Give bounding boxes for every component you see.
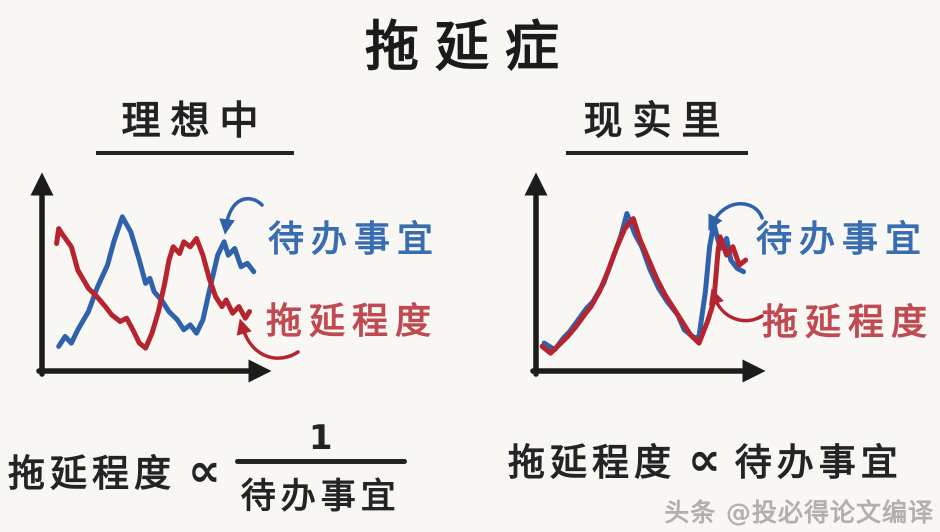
heading-reality: 现实里 — [566, 90, 748, 155]
delay-arrow-reality-icon — [709, 288, 764, 323]
formula-ideal-fraction: 1 待办事宜 — [234, 418, 407, 519]
proportional-symbol: ∝ — [188, 442, 221, 497]
todo-label-reality: 待办事宜 — [756, 219, 929, 260]
fraction-bar — [234, 459, 407, 464]
series-line-1 — [539, 216, 749, 356]
series-line-1 — [54, 226, 252, 351]
chart-ideal — [30, 172, 272, 383]
formula-ideal: 拖延程度 ∝ 1 待办事宜 — [8, 420, 407, 519]
formula-reality-rhs: 待办事宜 — [734, 441, 903, 484]
formula-ideal-lhs: 拖延程度 — [8, 451, 176, 495]
chart-reality — [524, 172, 766, 383]
todo-arrow-reality-icon — [708, 202, 764, 232]
todo-label-ideal: 待办事宜 — [268, 219, 441, 260]
delay-label-reality: 拖延程度 — [762, 302, 935, 343]
watermark: 头条 @投必得论文编译 — [664, 498, 934, 527]
page-title: 拖延症 — [365, 15, 575, 78]
delay-arrow-ideal-icon — [236, 318, 300, 360]
formula-reality-lhs: 拖延程度 — [508, 441, 676, 484]
heading-ideal: 理想中 — [96, 90, 294, 155]
formula-reality: 拖延程度 ∝ 待办事宜 — [508, 432, 903, 486]
fraction-denominator: 待办事宜 — [240, 477, 401, 517]
proportional-symbol: ∝ — [688, 432, 721, 486]
delay-label-ideal: 拖延程度 — [266, 301, 439, 342]
fraction-numerator: 1 — [308, 418, 333, 458]
todo-arrow-ideal-icon — [219, 196, 264, 235]
